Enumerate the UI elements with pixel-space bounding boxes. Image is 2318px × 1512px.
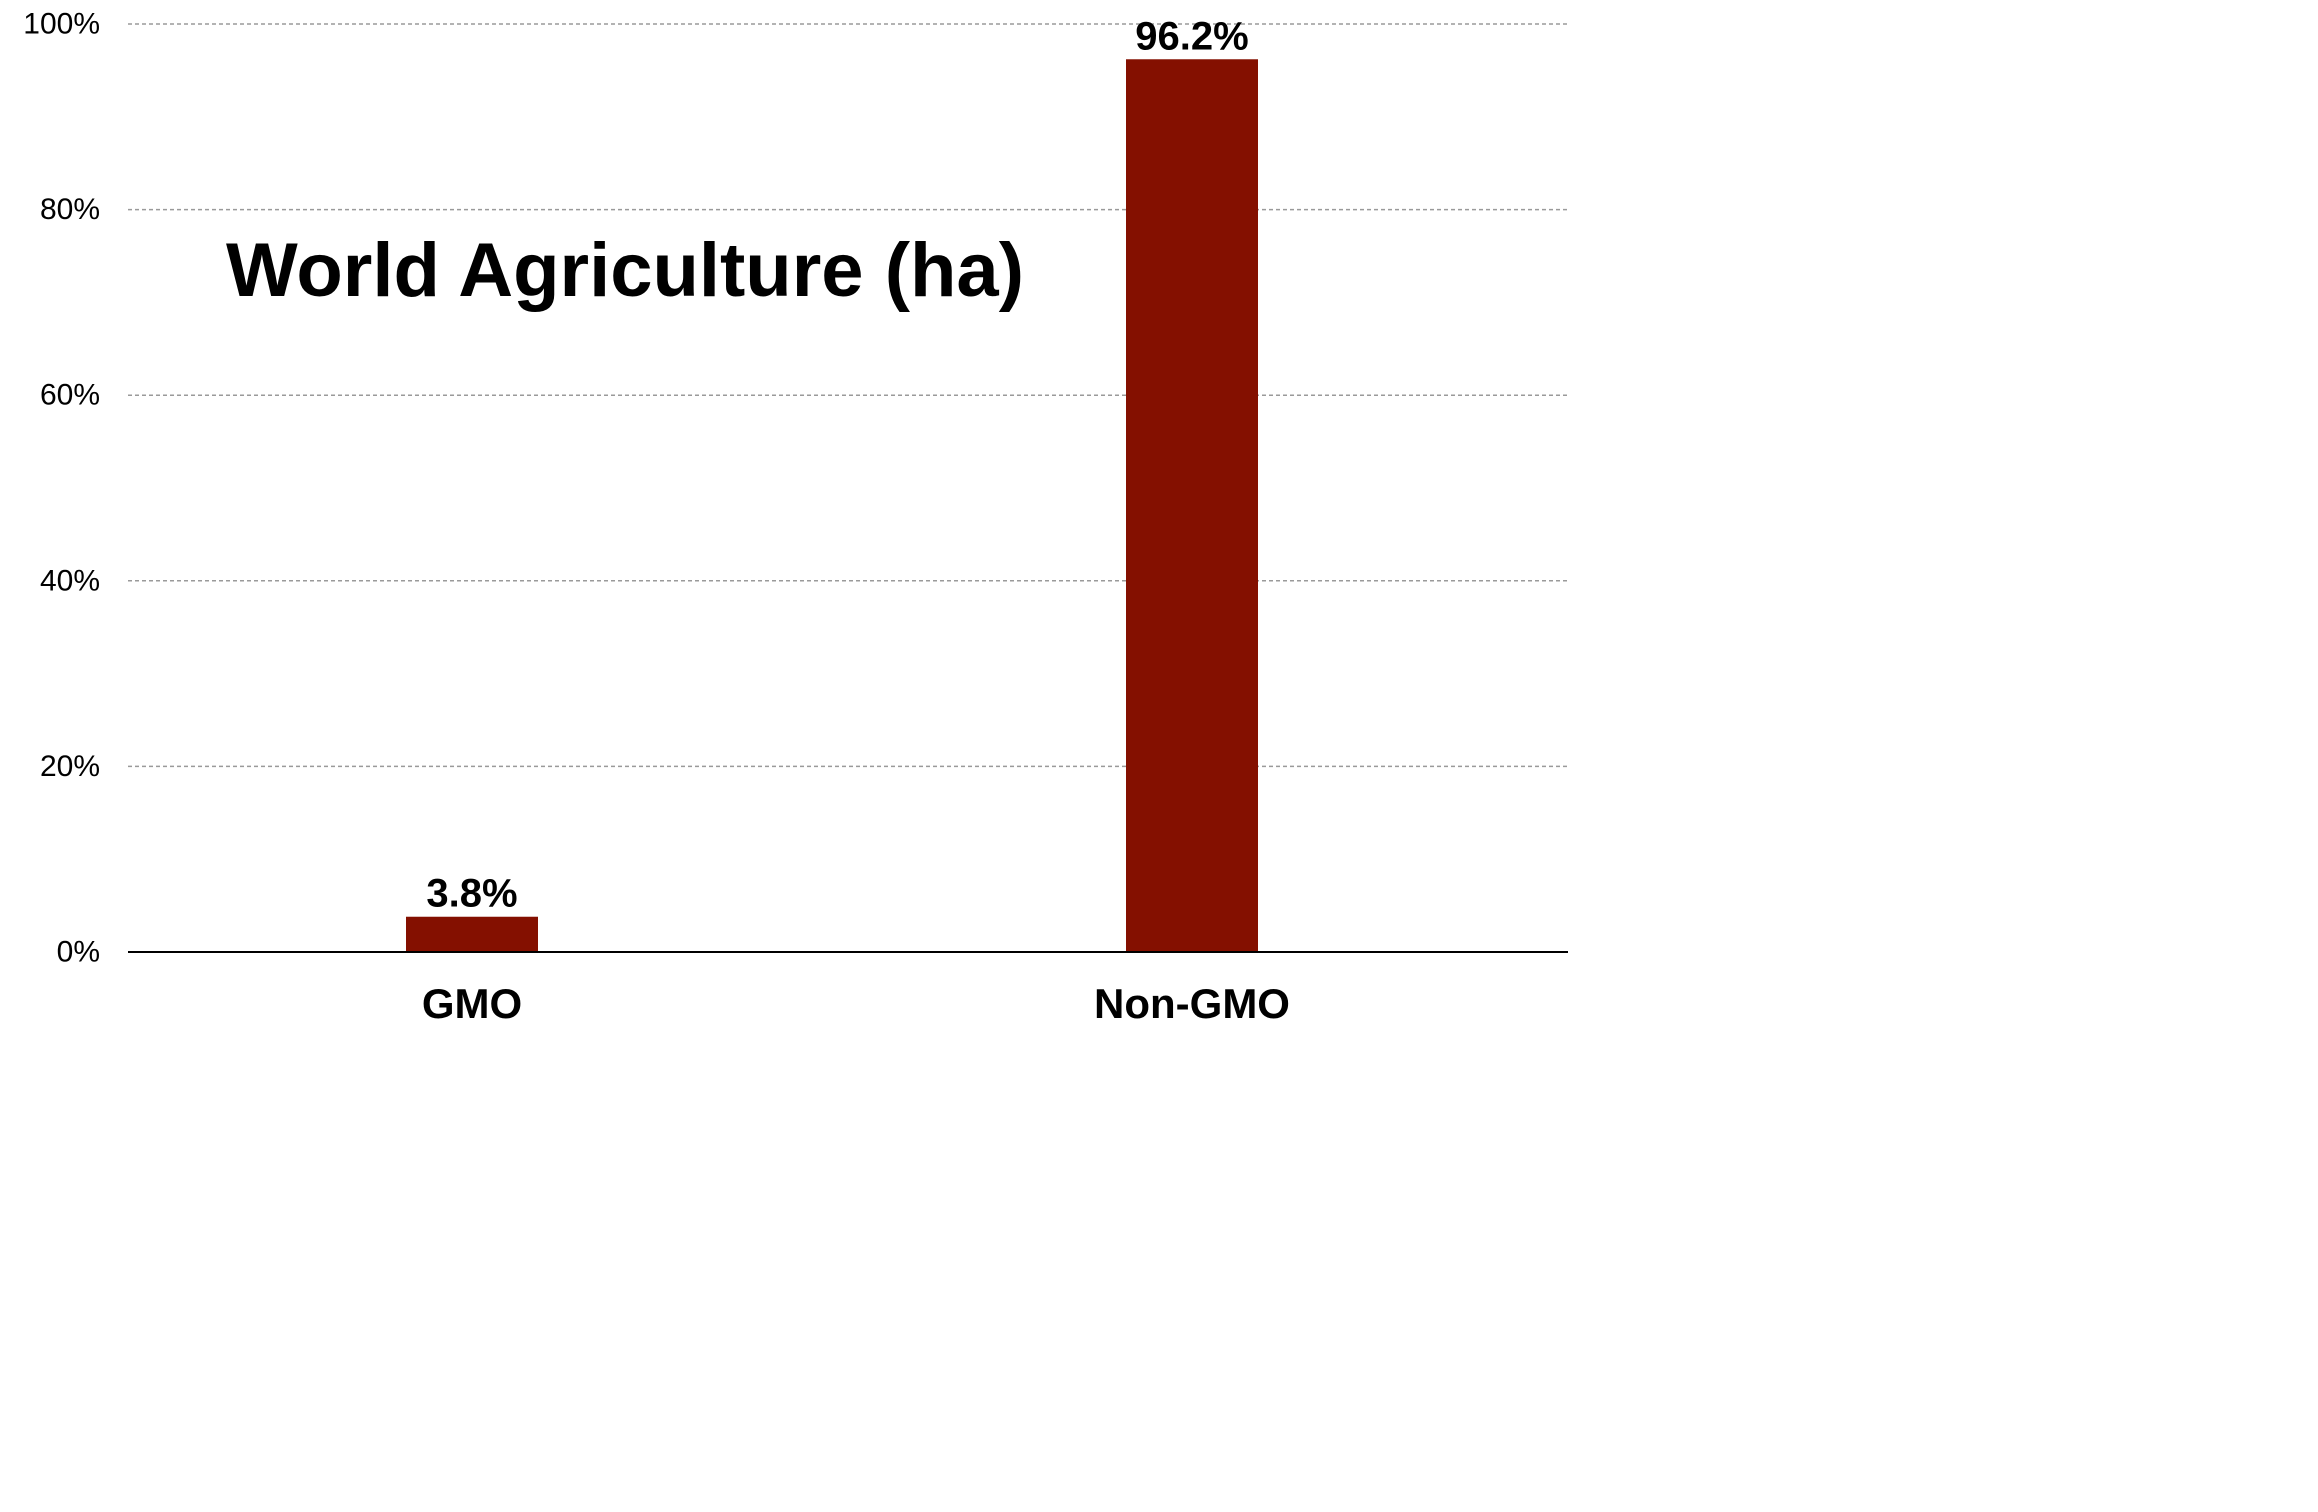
bar-gmo [406, 916, 538, 952]
bar-chart: 0%20%40%60%80%100% 3.8%96.2% GMO Non-GMO … [23, 8, 1568, 1026]
y-tick-label: 20% [40, 750, 100, 783]
chart-title: World Agriculture (ha) [226, 228, 1024, 313]
y-tick-label: 0% [57, 936, 100, 969]
y-tick-label: 40% [40, 564, 100, 597]
data-label: 96.2% [1135, 14, 1248, 58]
y-axis-ticks: 0% 20% 40% 60% 80% 100% [23, 8, 100, 969]
y-tick-label: 80% [40, 193, 100, 226]
x-axis-categories: GMO Non-GMO [422, 980, 1290, 1026]
gridlines [128, 23, 1568, 768]
x-category-label: GMO [422, 980, 522, 1026]
bars [406, 59, 1258, 953]
bar-non-gmo [1126, 59, 1258, 953]
data-labels: 3.8% 96.2% [426, 14, 1248, 915]
y-tick-label: 60% [40, 379, 100, 412]
x-category-label: Non-GMO [1094, 980, 1290, 1026]
y-tick-label: 100% [23, 8, 100, 41]
data-label: 3.8% [426, 872, 517, 916]
